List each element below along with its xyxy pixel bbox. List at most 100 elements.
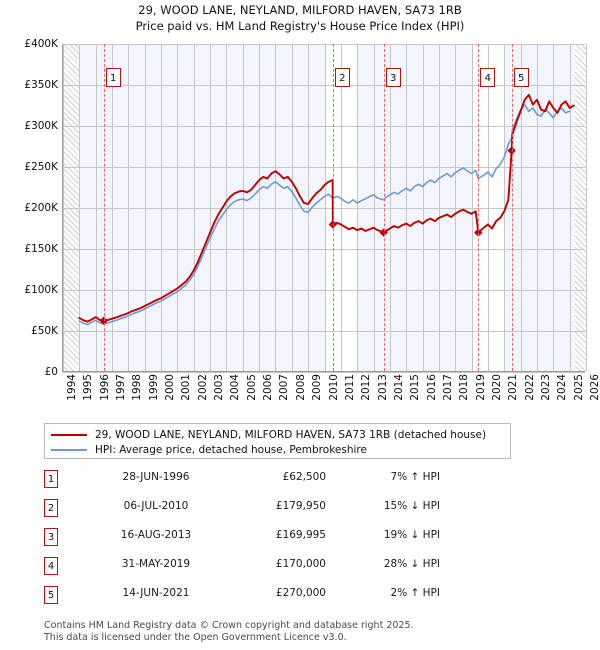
transaction-index-badge[interactable]: 2 — [44, 499, 58, 517]
transaction-price: £169,995 — [275, 529, 326, 541]
year-band — [422, 44, 439, 371]
transaction-hpi-delta: 7% ↑ HPI — [390, 471, 440, 483]
transaction-date: 16-AUG-2013 — [120, 529, 192, 541]
gridline-horizontal — [63, 126, 585, 127]
table-row[interactable]: 3 16-AUG-2013 £169,995 19% ↓ HPI — [44, 526, 464, 555]
year-band — [406, 44, 423, 371]
year-band — [79, 44, 96, 371]
table-row[interactable]: 4 31-MAY-2019 £170,000 28% ↓ HPI — [44, 555, 464, 584]
x-axis-tick-label: 2025 — [572, 374, 585, 401]
no-data-hatch — [574, 44, 586, 371]
gridline-vertical — [471, 44, 473, 371]
gridline-vertical — [438, 44, 440, 371]
transaction-date: 28-JUN-1996 — [122, 471, 190, 483]
year-band — [520, 44, 537, 371]
transaction-hpi-delta: 2% ↑ HPI — [390, 587, 440, 599]
series-hpi — [78, 103, 571, 326]
gridline-horizontal — [63, 372, 585, 373]
x-axis-tick-label: 2023 — [539, 374, 552, 401]
footer-line-2: This data is licensed under the Open Gov… — [44, 631, 347, 643]
transactions-table: 1 28-JUN-1996 £62,500 7% ↑ HPI 2 06-JUL-2010 £… — [44, 468, 464, 613]
year-band — [193, 44, 211, 371]
x-axis-tick-label: 2020 — [490, 374, 503, 401]
gridline-vertical — [79, 44, 81, 371]
table-row[interactable]: 2 06-JUL-2010 £179,950 15% ↓ HPI — [44, 497, 464, 526]
series-layer — [78, 93, 575, 326]
legend-label: HPI: Average price, detached house, Pemb… — [95, 443, 367, 456]
x-axis-tick-label: 1996 — [98, 374, 111, 401]
year-band — [161, 44, 178, 371]
transaction-index-badge[interactable]: 5 — [44, 586, 58, 604]
x-axis-tick-label: 2026 — [589, 374, 600, 401]
transaction-marker-line — [103, 44, 105, 371]
x-axis-tick-label: 2015 — [409, 374, 422, 401]
title-line-1: 29, WOOD LANE, NEYLAND, MILFORD HAVEN, S… — [138, 3, 462, 17]
gridline-vertical — [242, 44, 244, 371]
gridline-horizontal — [63, 167, 585, 168]
y-axis-tick-label: £100K — [24, 284, 58, 296]
transaction-marker-badge[interactable]: 4 — [480, 68, 496, 87]
x-axis-tick-label: 1994 — [66, 374, 78, 401]
gridline-horizontal — [63, 208, 585, 209]
gridline-vertical — [422, 44, 424, 371]
no-data-hatch — [63, 44, 80, 371]
transaction-marker-badge[interactable]: 3 — [385, 68, 401, 87]
x-axis-tick-label: 1995 — [82, 374, 95, 401]
transaction-price: £170,000 — [275, 558, 326, 570]
page-title: 29, WOOD LANE, NEYLAND, MILFORD HAVEN, S… — [0, 2, 600, 34]
transaction-marker-line — [383, 44, 385, 371]
y-axis-tick-label: £50K — [31, 325, 58, 337]
year-band — [210, 44, 227, 371]
legend-color-swatch — [51, 433, 87, 436]
table-row[interactable]: 1 28-JUN-1996 £62,500 7% ↑ HPI — [44, 468, 464, 497]
year-band — [536, 44, 554, 371]
x-axis-tick-label: 2003 — [213, 374, 226, 401]
transaction-price: £179,950 — [275, 500, 326, 512]
transaction-date: 06-JUL-2010 — [123, 500, 189, 512]
gridline-vertical — [357, 44, 359, 371]
transaction-hpi-delta: 19% ↓ HPI — [383, 529, 440, 541]
year-band — [226, 44, 243, 371]
gridline-vertical — [373, 44, 375, 371]
y-axis-tick-label: £250K — [24, 161, 58, 173]
gridline-vertical — [536, 44, 538, 371]
year-band — [373, 44, 390, 371]
legend-entry: 29, WOOD LANE, NEYLAND, MILFORD HAVEN, S… — [51, 427, 504, 442]
year-band — [291, 44, 309, 371]
y-axis-tick-label: £0 — [44, 366, 58, 378]
transaction-index-badge[interactable]: 4 — [44, 557, 58, 575]
transaction-index-badge[interactable]: 1 — [44, 470, 58, 488]
transaction-index-badge[interactable]: 3 — [44, 528, 58, 546]
transaction-marker-badge[interactable]: 1 — [105, 68, 121, 87]
x-axis-tick-label: 2017 — [441, 374, 454, 401]
gridline-vertical — [259, 44, 261, 371]
gridline-vertical — [487, 44, 489, 371]
transaction-marker-badge[interactable]: 2 — [334, 68, 350, 87]
y-axis-tick-label: £300K — [24, 120, 58, 132]
gridline-vertical — [275, 44, 277, 371]
x-axis-tick-label: 2008 — [294, 374, 307, 401]
x-axis-tick-label: 2012 — [360, 374, 373, 401]
gridline-vertical — [308, 44, 310, 371]
chart-legend: 29, WOOD LANE, NEYLAND, MILFORD HAVEN, S… — [44, 423, 511, 459]
x-axis-tick-label: 2002 — [196, 374, 209, 401]
gridline-vertical — [389, 44, 391, 371]
transaction-hpi-delta: 15% ↓ HPI — [383, 500, 440, 512]
gridline-vertical — [520, 44, 522, 371]
year-band — [144, 44, 162, 371]
legend-label: 29, WOOD LANE, NEYLAND, MILFORD HAVEN, S… — [95, 428, 487, 441]
x-axis-tick-label: 2011 — [343, 374, 356, 401]
series-price-paid — [78, 93, 575, 323]
table-row[interactable]: 5 14-JUN-2021 £270,000 2% ↑ HPI — [44, 584, 464, 613]
transaction-marker-line — [511, 44, 513, 371]
y-axis-tick-label: £400K — [24, 38, 58, 50]
x-axis-tick-label: 2005 — [245, 374, 258, 401]
gridline-horizontal — [63, 44, 585, 45]
gridline-horizontal — [63, 290, 585, 291]
footer-attribution: Contains HM Land Registry data © Crown c… — [44, 620, 564, 643]
transaction-marker-badge[interactable]: 5 — [513, 68, 529, 87]
x-axis-tick-label: 2024 — [556, 374, 569, 401]
x-axis-tick-label: 2001 — [180, 374, 193, 401]
